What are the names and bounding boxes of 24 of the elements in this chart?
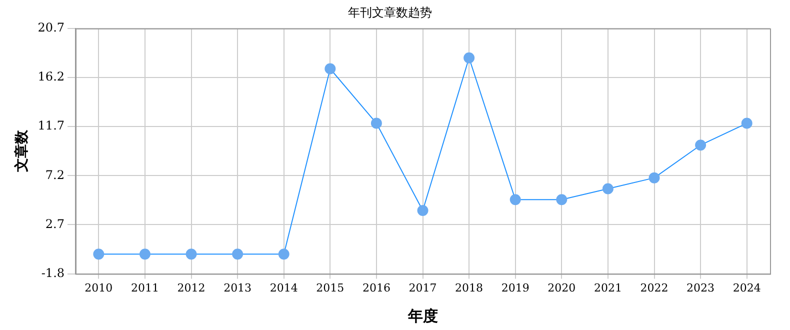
y-tick-label: 7.2: [45, 168, 65, 182]
x-tick-label: 2014: [270, 281, 298, 294]
x-tick-label: 2016: [362, 281, 390, 294]
y-tick-label: 2.7: [45, 216, 65, 231]
x-tick-label: 2019: [501, 281, 530, 294]
x-tick-label: 2011: [130, 281, 159, 294]
x-tick-label: 2013: [224, 281, 252, 294]
y-tick-label: -1.8: [41, 266, 65, 280]
x-tick-label: 2015: [316, 281, 344, 294]
x-tick-label: 2012: [177, 281, 206, 294]
x-tick-label: 2021: [594, 281, 622, 294]
y-tick-label: 20.7: [38, 20, 65, 35]
y-tick-label: 16.2: [38, 70, 65, 84]
x-tick-label: 2022: [640, 281, 668, 294]
y-tick-label: 11.7: [38, 118, 65, 133]
x-tick-label: 2018: [455, 281, 484, 294]
x-tick-label: 2017: [408, 281, 437, 294]
x-axis-title: 年度: [406, 306, 438, 325]
x-tick-label: 2024: [732, 281, 761, 294]
chart-title: 年刊文章数趋势: [348, 5, 432, 20]
x-tick-label: 2023: [686, 281, 715, 294]
y-axis-title: 文章数: [13, 129, 30, 174]
x-tick-label: 2010: [84, 281, 113, 294]
x-tick-label: 2020: [548, 281, 576, 294]
